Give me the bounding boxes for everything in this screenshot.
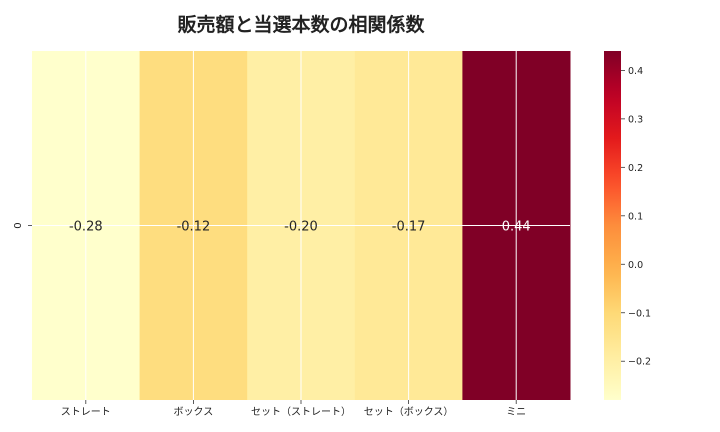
x-tick-label: セット（ボックス） xyxy=(364,406,454,418)
x-tick-label: セット（ストレート） xyxy=(251,406,351,418)
x-tick-label: ボックス xyxy=(174,406,214,418)
colorbar-tick-label: 0.2 xyxy=(628,163,643,174)
heatmap-grid xyxy=(32,51,570,400)
x-tick-label: ストレート xyxy=(61,407,111,418)
colorbar-tick-label: 0.1 xyxy=(628,211,643,222)
x-axis-ticks: ストレート ボックス セット（ストレート） セット（ボックス） ミニ xyxy=(61,400,526,418)
cell-value-label: 0.44 xyxy=(502,220,531,235)
colorbar-tick-label: 0.4 xyxy=(628,66,643,77)
colorbar-tick-label: −0.1 xyxy=(628,308,651,319)
cell-value-label: -0.12 xyxy=(177,220,211,235)
chart-title: 販売額と当選本数の相関係数 xyxy=(177,13,425,36)
colorbar-tick-label: 0.0 xyxy=(628,260,643,271)
x-tick-label: ミニ xyxy=(506,407,526,418)
cell-value-label: -0.20 xyxy=(284,220,318,235)
y-axis-ticks: 0 xyxy=(13,222,32,229)
y-tick-label: 0 xyxy=(13,222,24,228)
colorbar-tick-label: 0.3 xyxy=(628,114,643,125)
cell-value-label: -0.17 xyxy=(392,220,426,235)
colorbar: 0.4 0.3 0.2 0.1 0.0 −0.1 −0.2 xyxy=(604,51,651,400)
colorbar-tick-label: −0.2 xyxy=(628,357,651,368)
cell-value-label: -0.28 xyxy=(69,220,103,235)
cell-value-labels: -0.28 -0.12 -0.20 -0.17 0.44 xyxy=(69,220,531,235)
colorbar-gradient xyxy=(604,51,621,400)
